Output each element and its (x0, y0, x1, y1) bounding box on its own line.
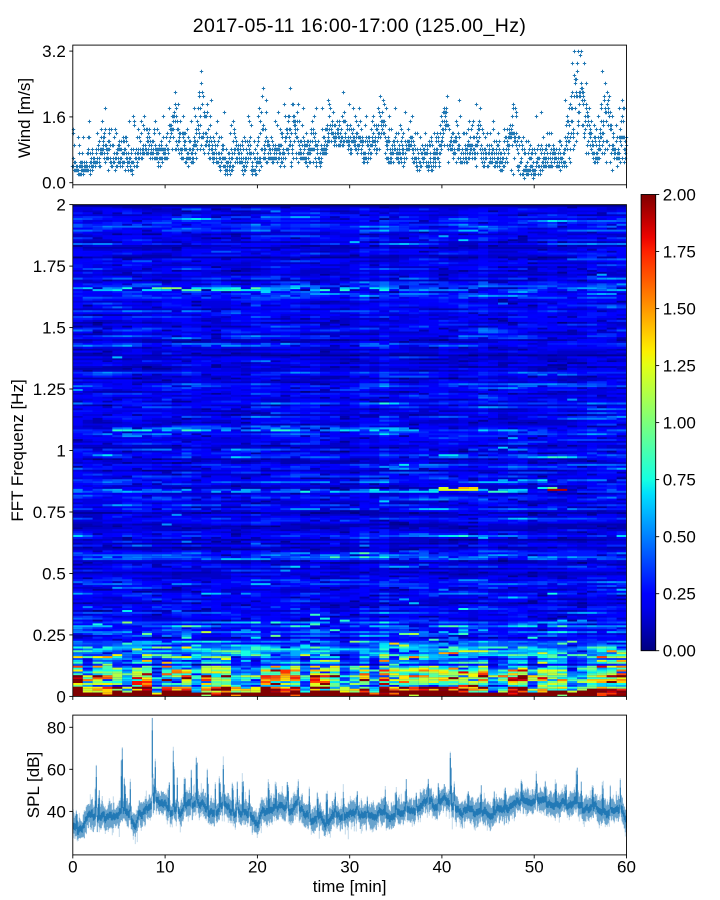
svg-text:0: 0 (56, 687, 65, 706)
svg-text:1.6: 1.6 (42, 108, 66, 127)
svg-text:30: 30 (340, 857, 359, 876)
svg-text:time [min]: time [min] (313, 877, 387, 896)
svg-text:0.0: 0.0 (42, 174, 66, 193)
svg-text:3.2: 3.2 (42, 42, 66, 61)
svg-text:0.50: 0.50 (663, 528, 696, 547)
svg-text:0.00: 0.00 (663, 642, 696, 661)
svg-text:0.75: 0.75 (663, 471, 696, 490)
svg-text:2017-05-11 16:00-17:00 (125.00: 2017-05-11 16:00-17:00 (125.00_Hz) (193, 15, 526, 37)
svg-text:0.25: 0.25 (33, 626, 66, 645)
svg-text:50: 50 (525, 857, 544, 876)
svg-text:20: 20 (248, 857, 267, 876)
svg-text:60: 60 (617, 857, 636, 876)
svg-text:1: 1 (56, 442, 65, 461)
svg-text:10: 10 (156, 857, 175, 876)
svg-text:1.75: 1.75 (663, 243, 696, 262)
svg-text:0.5: 0.5 (42, 565, 66, 584)
svg-text:1.00: 1.00 (663, 414, 696, 433)
svg-text:Wind [m/s]: Wind [m/s] (15, 78, 34, 158)
svg-text:40: 40 (432, 857, 451, 876)
svg-text:1.75: 1.75 (33, 257, 66, 276)
svg-text:0.25: 0.25 (663, 585, 696, 604)
svg-text:40: 40 (47, 802, 66, 821)
svg-text:0.75: 0.75 (33, 503, 66, 522)
svg-text:1.25: 1.25 (33, 380, 66, 399)
svg-text:1.5: 1.5 (42, 319, 66, 338)
svg-text:2.00: 2.00 (663, 186, 696, 205)
svg-text:2: 2 (56, 196, 65, 215)
svg-text:1.25: 1.25 (663, 357, 696, 376)
svg-text:80: 80 (47, 718, 66, 737)
svg-text:60: 60 (47, 760, 66, 779)
svg-text:0: 0 (68, 857, 77, 876)
svg-text:1.50: 1.50 (663, 300, 696, 319)
svg-text:FFT Frequenz [Hz]: FFT Frequenz [Hz] (8, 379, 27, 521)
svg-text:SPL [dB]: SPL [dB] (24, 752, 43, 818)
